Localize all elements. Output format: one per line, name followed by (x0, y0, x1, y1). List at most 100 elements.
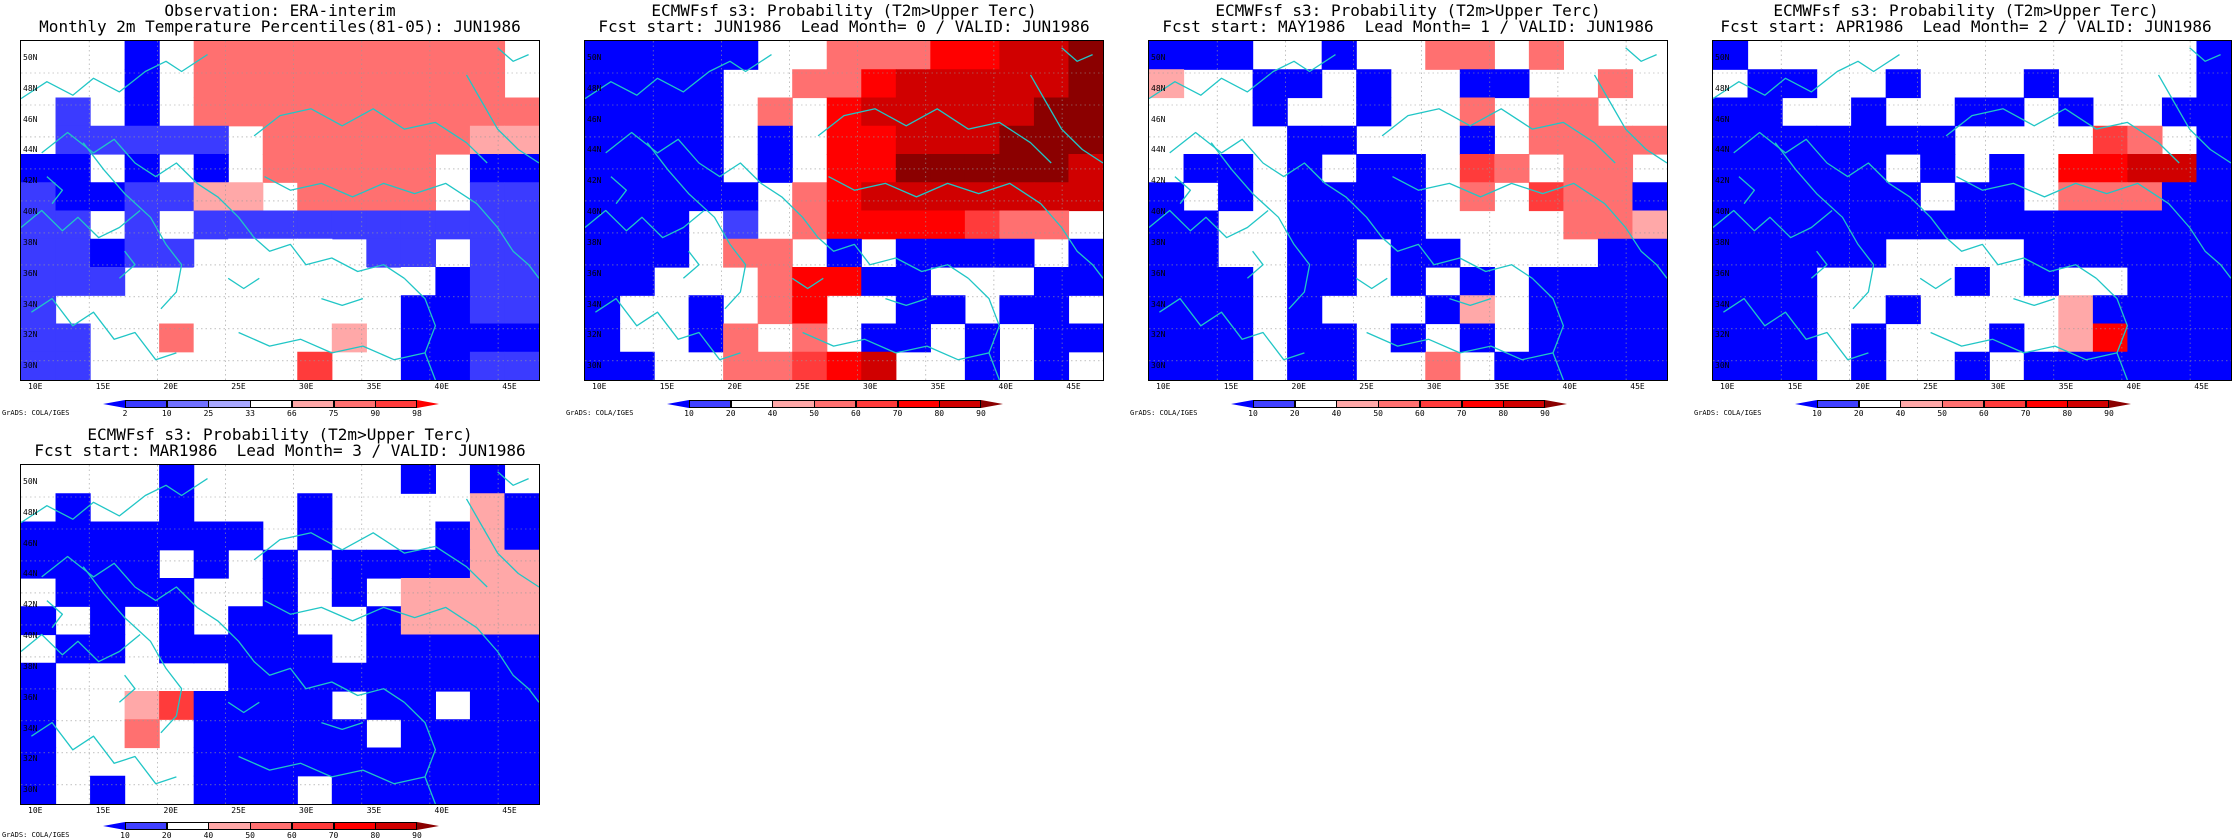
coastline (46, 176, 64, 205)
lat-tick-label: 36N (587, 268, 602, 278)
grid-cell (1954, 210, 1990, 240)
grid-cell (469, 238, 506, 268)
grid-cell (1390, 182, 1426, 212)
grid-cell (366, 775, 402, 804)
lon-tick-label: 15E (1223, 382, 1239, 391)
grid-cell (619, 125, 655, 155)
grid-cell (90, 125, 126, 155)
grid-cell (2127, 182, 2163, 212)
coastline (1531, 277, 1565, 380)
grid-cell (619, 267, 655, 296)
grid-cell (1563, 351, 1599, 380)
panel-observation: Observation: ERA-interim Monthly 2m Temp… (0, 0, 560, 420)
grid-cell (55, 125, 91, 155)
grid-cell (792, 351, 828, 380)
grid-cell (2196, 97, 2231, 127)
grid-cell (1563, 210, 1599, 240)
coastline (31, 297, 177, 361)
grid-cell (1632, 125, 1667, 155)
colorbar-end-right (417, 400, 439, 408)
colorbar-box (250, 400, 293, 408)
colorbar-box (1419, 400, 1463, 408)
grid-cell (861, 323, 897, 353)
grid-cell (159, 521, 195, 551)
lat-tick-label: 38N (587, 237, 602, 247)
grid-cell (1287, 69, 1323, 99)
lon-tick-label: 20E (163, 382, 178, 391)
lat-tick-label: 30N (23, 361, 38, 371)
grid-cell (1713, 323, 1749, 353)
grid-cell (895, 41, 931, 70)
grid-cell (193, 267, 229, 296)
grid-cell (1356, 154, 1392, 183)
grid-cell (1321, 210, 1357, 240)
colorbar-label: 20 (1853, 409, 1864, 418)
grid-cell (1954, 97, 1990, 127)
lat-tick-label: 36N (23, 692, 38, 702)
colorbar-box (1294, 400, 1337, 408)
grid-cell (297, 69, 333, 99)
coastline (21, 209, 141, 239)
grid-cell (1851, 125, 1887, 155)
grid-cell (1782, 267, 1818, 296)
coastline (610, 176, 628, 205)
grid-cell (262, 775, 298, 804)
grid-cell (469, 634, 506, 664)
grid-cell (262, 662, 298, 692)
grid-cell (1390, 210, 1426, 240)
grid-cell (619, 351, 655, 380)
grid-cell (1528, 125, 1564, 155)
grid-cell (331, 125, 367, 155)
grid-cell (619, 41, 655, 70)
grid-cell (435, 210, 471, 240)
grid-cell (2127, 154, 2163, 183)
grid-cell (469, 549, 506, 579)
grid-cell (792, 295, 828, 325)
grid-cell (1459, 267, 1495, 296)
lat-tick-label: 38N (1151, 237, 1166, 247)
colorbar: 10 20 40 50 60 70 80 90 (1795, 400, 2131, 418)
grid-cell (1321, 182, 1357, 212)
grid-cell (228, 747, 264, 777)
grid-cell (124, 521, 160, 551)
grid-cell (585, 210, 621, 240)
colorbar-box (1942, 400, 1985, 408)
grid-cell (1459, 323, 1495, 353)
grid-cell (469, 182, 506, 212)
grid-cell (435, 323, 471, 353)
grid-cell (1528, 351, 1564, 380)
coastline (196, 182, 405, 279)
coastline (760, 182, 969, 279)
grid-cell (55, 238, 91, 268)
coastline (802, 331, 990, 361)
grid-cell (1425, 41, 1461, 70)
grid-cell (1459, 154, 1495, 183)
grid-cell (930, 69, 966, 99)
grid-cell (262, 719, 298, 749)
grid-cell (2127, 238, 2163, 268)
grid-cell (435, 549, 471, 579)
grid-cell (1816, 238, 1852, 268)
grid-cell (159, 238, 195, 268)
colorbar-box (291, 400, 335, 408)
lat-tick-label: 40N (587, 207, 602, 217)
grid-cell (2196, 238, 2231, 268)
grid-cell (297, 154, 333, 183)
grid-cell (469, 747, 506, 777)
coastline (21, 633, 141, 663)
lat-tick-label: 38N (23, 661, 38, 671)
grid-cell (1321, 351, 1357, 380)
colorbar-end-right (1545, 400, 1567, 408)
grid-cell (55, 351, 91, 380)
grid-cell (1563, 154, 1599, 183)
lon-tick-label: 40E (1562, 382, 1577, 391)
grid-cell (193, 521, 229, 551)
grid-cell (1356, 182, 1392, 212)
colorbar-box (1378, 400, 1421, 408)
colorbar-box (1253, 400, 1296, 408)
grid-cell (331, 267, 367, 296)
coastline (1169, 131, 1326, 184)
grid-cell (1713, 238, 1749, 268)
grid-cell (55, 521, 91, 551)
grid-cell (366, 154, 402, 183)
